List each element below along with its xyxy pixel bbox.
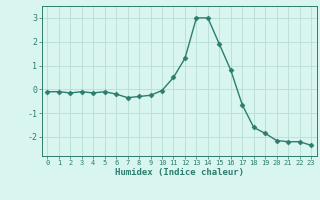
X-axis label: Humidex (Indice chaleur): Humidex (Indice chaleur)	[115, 168, 244, 177]
